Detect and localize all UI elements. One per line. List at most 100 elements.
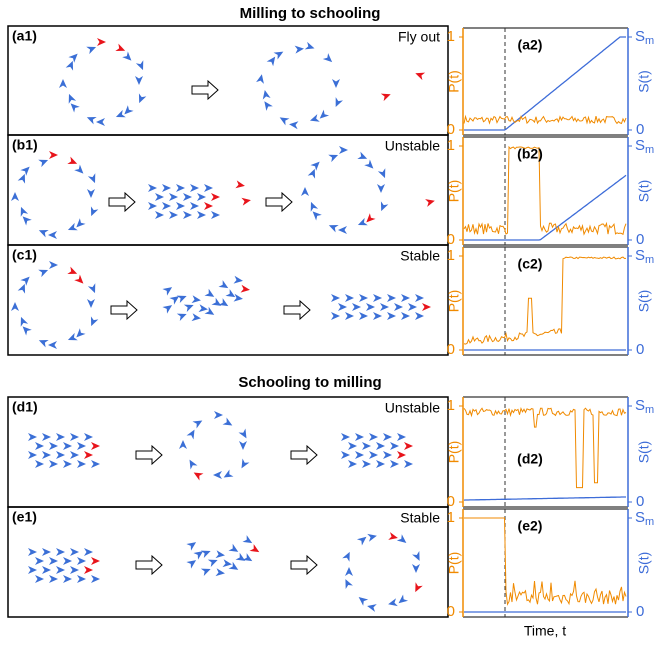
fish xyxy=(387,312,396,320)
fish xyxy=(186,560,197,569)
fish xyxy=(162,184,171,192)
fish xyxy=(422,303,431,311)
fish xyxy=(233,293,243,302)
fish xyxy=(63,442,72,450)
transition-arrow xyxy=(110,299,138,321)
fish xyxy=(65,60,74,71)
fish xyxy=(341,433,350,441)
fish xyxy=(204,306,215,315)
fish xyxy=(357,217,368,226)
fish xyxy=(20,206,29,217)
fish xyxy=(377,184,385,193)
fish xyxy=(390,460,399,468)
transition-arrow xyxy=(290,554,318,576)
fish xyxy=(20,316,29,327)
fish xyxy=(214,411,223,419)
fish xyxy=(249,544,260,553)
fish xyxy=(204,202,213,210)
transition-arrow xyxy=(135,554,163,576)
fish xyxy=(138,93,147,104)
fish xyxy=(273,51,284,60)
fish xyxy=(90,206,99,217)
fish xyxy=(301,187,309,196)
fish xyxy=(373,294,382,302)
fish xyxy=(373,312,382,320)
fish xyxy=(211,193,220,201)
fish xyxy=(169,296,180,305)
fish xyxy=(189,459,198,470)
fish xyxy=(307,168,316,179)
fish xyxy=(70,566,79,574)
fish xyxy=(215,550,225,559)
fish xyxy=(369,451,378,459)
s-axis-label: S(t) xyxy=(636,180,652,203)
fish xyxy=(87,173,96,184)
s-tick-sub: m xyxy=(645,35,654,47)
section-title: Milling to schooling xyxy=(240,5,381,22)
fish xyxy=(328,154,339,163)
fish xyxy=(176,202,185,210)
fish xyxy=(190,184,199,192)
fish xyxy=(366,303,375,311)
fish xyxy=(200,568,211,577)
s-tick-label: Sm xyxy=(635,247,654,266)
panel-caption: Unstable xyxy=(385,138,440,154)
fish xyxy=(56,548,65,556)
s-tick-base: S xyxy=(635,397,645,414)
fish xyxy=(162,287,173,296)
fish xyxy=(87,283,96,294)
fish xyxy=(383,451,392,459)
fish xyxy=(213,471,222,479)
fish xyxy=(11,302,19,311)
fish xyxy=(28,566,37,574)
fish xyxy=(42,433,51,441)
s-tick-base: S xyxy=(635,247,645,264)
fish xyxy=(28,433,37,441)
fish xyxy=(198,304,208,313)
fish xyxy=(338,303,347,311)
fish xyxy=(256,74,264,84)
fish xyxy=(192,420,203,429)
s-tick-label: 0 xyxy=(636,121,644,138)
fish xyxy=(328,224,339,233)
fish xyxy=(310,201,319,212)
fish xyxy=(86,116,97,125)
fish xyxy=(87,189,95,198)
fish xyxy=(341,451,350,459)
fish xyxy=(176,313,187,322)
fish xyxy=(76,328,86,338)
fish xyxy=(191,313,201,322)
fish xyxy=(35,575,44,583)
fish xyxy=(415,294,424,302)
fish xyxy=(225,289,236,298)
fish xyxy=(345,294,354,302)
fish xyxy=(17,173,26,184)
fish xyxy=(332,79,340,88)
fish xyxy=(28,548,37,556)
fish xyxy=(183,193,192,201)
fish xyxy=(345,579,353,589)
fish xyxy=(352,303,361,311)
fish xyxy=(345,567,353,576)
p-tick-label: 0 xyxy=(447,341,455,358)
p-tick-label: 0 xyxy=(447,493,455,510)
fish xyxy=(357,151,368,160)
fish xyxy=(377,168,386,179)
transition-arrow xyxy=(135,444,163,466)
fish xyxy=(59,79,67,88)
fish xyxy=(366,213,376,223)
fish xyxy=(49,261,58,269)
p-axis-label: P(t) xyxy=(446,180,462,203)
fish xyxy=(155,193,164,201)
fish xyxy=(20,276,30,286)
fish xyxy=(186,429,195,440)
fish xyxy=(331,294,340,302)
p-curve xyxy=(463,114,627,125)
p-tick-label: 0 xyxy=(447,121,455,138)
fish xyxy=(90,316,99,327)
fish xyxy=(242,535,253,544)
fish xyxy=(369,433,378,441)
fish xyxy=(211,211,220,219)
fish xyxy=(49,151,58,159)
